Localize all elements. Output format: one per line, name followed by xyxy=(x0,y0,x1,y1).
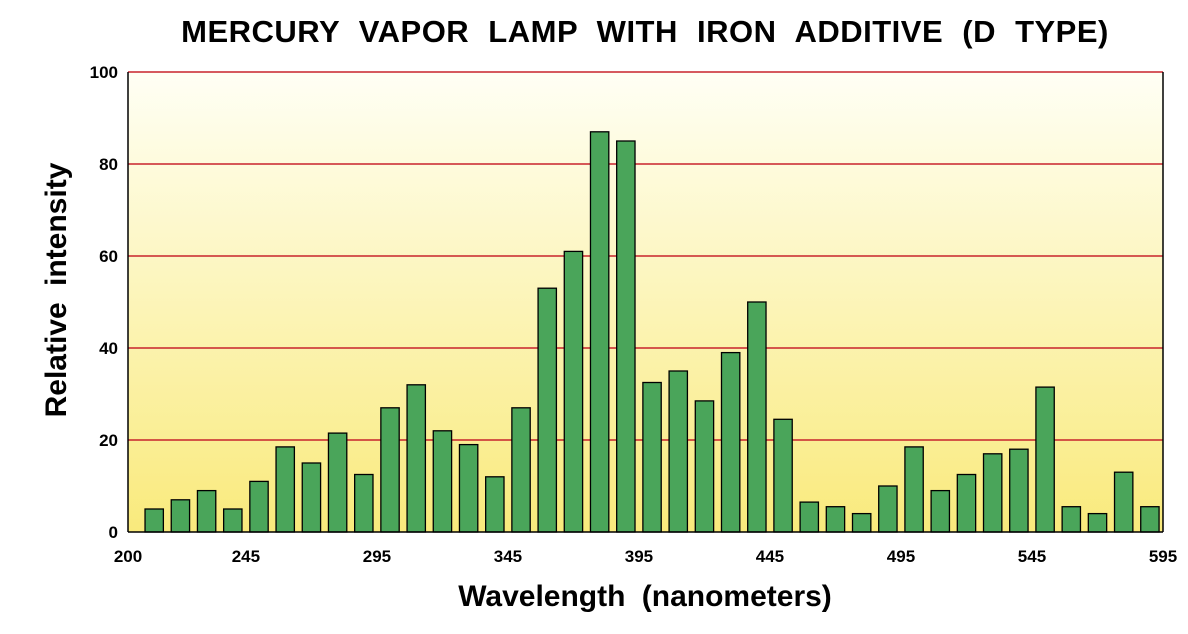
x-tick-label: 495 xyxy=(887,547,915,566)
y-tick-label: 0 xyxy=(109,523,118,542)
y-tick-label: 80 xyxy=(99,155,118,174)
bar xyxy=(1061,506,1082,533)
bar xyxy=(275,446,296,533)
y-tick-label: 20 xyxy=(99,431,118,450)
x-tick-label: 445 xyxy=(756,547,784,566)
bar xyxy=(616,140,636,533)
bar xyxy=(222,508,243,533)
x-tick-label: 395 xyxy=(625,547,653,566)
x-axis-title: Wavelength (nanometers) xyxy=(458,580,832,613)
bar xyxy=(851,512,872,533)
bar xyxy=(1035,386,1055,533)
bar xyxy=(406,384,427,533)
bar xyxy=(1140,506,1160,533)
bar xyxy=(694,400,715,533)
bar xyxy=(825,506,846,533)
bars xyxy=(144,131,1160,533)
bar xyxy=(956,473,977,533)
x-tick-label: 200 xyxy=(114,547,142,566)
y-tick-labels: 0 20 40 60 80 100 xyxy=(90,63,118,542)
bar xyxy=(720,351,741,533)
x-tick-label: 545 xyxy=(1018,547,1046,566)
bar xyxy=(1009,448,1029,533)
bar xyxy=(904,446,924,533)
bar xyxy=(878,485,898,533)
bar xyxy=(511,407,531,533)
bar xyxy=(380,407,400,533)
x-tick-label: 595 xyxy=(1149,547,1177,566)
x-tick-labels: 200 245 295 345 395 445 495 545 595 xyxy=(114,547,1177,566)
bar xyxy=(354,473,374,533)
bar xyxy=(1087,512,1108,533)
bar xyxy=(327,432,348,533)
bar xyxy=(982,453,1003,533)
bar xyxy=(458,443,479,533)
x-tick-label: 295 xyxy=(363,547,391,566)
bar xyxy=(747,301,767,533)
x-tick-label: 245 xyxy=(232,547,260,566)
bar xyxy=(668,370,689,533)
bar xyxy=(799,501,820,533)
y-tick-label: 100 xyxy=(90,63,118,82)
bar xyxy=(1113,471,1134,533)
bar xyxy=(589,131,610,533)
bar xyxy=(537,287,558,533)
x-tick-label: 345 xyxy=(494,547,522,566)
bar xyxy=(249,480,269,533)
bar xyxy=(144,508,165,533)
bar xyxy=(196,489,217,533)
bar xyxy=(170,499,191,533)
bar xyxy=(930,489,951,533)
bar xyxy=(485,476,505,533)
bar xyxy=(642,381,662,533)
bar xyxy=(432,430,453,533)
bar xyxy=(563,250,584,533)
bar xyxy=(301,462,322,533)
bar xyxy=(773,418,793,533)
y-tick-label: 60 xyxy=(99,247,118,266)
y-tick-label: 40 xyxy=(99,339,118,358)
chart-title: MERCURY VAPOR LAMP WITH IRON ADDITIVE (D… xyxy=(181,14,1109,49)
y-axis-title: Relative intensity xyxy=(40,162,73,417)
